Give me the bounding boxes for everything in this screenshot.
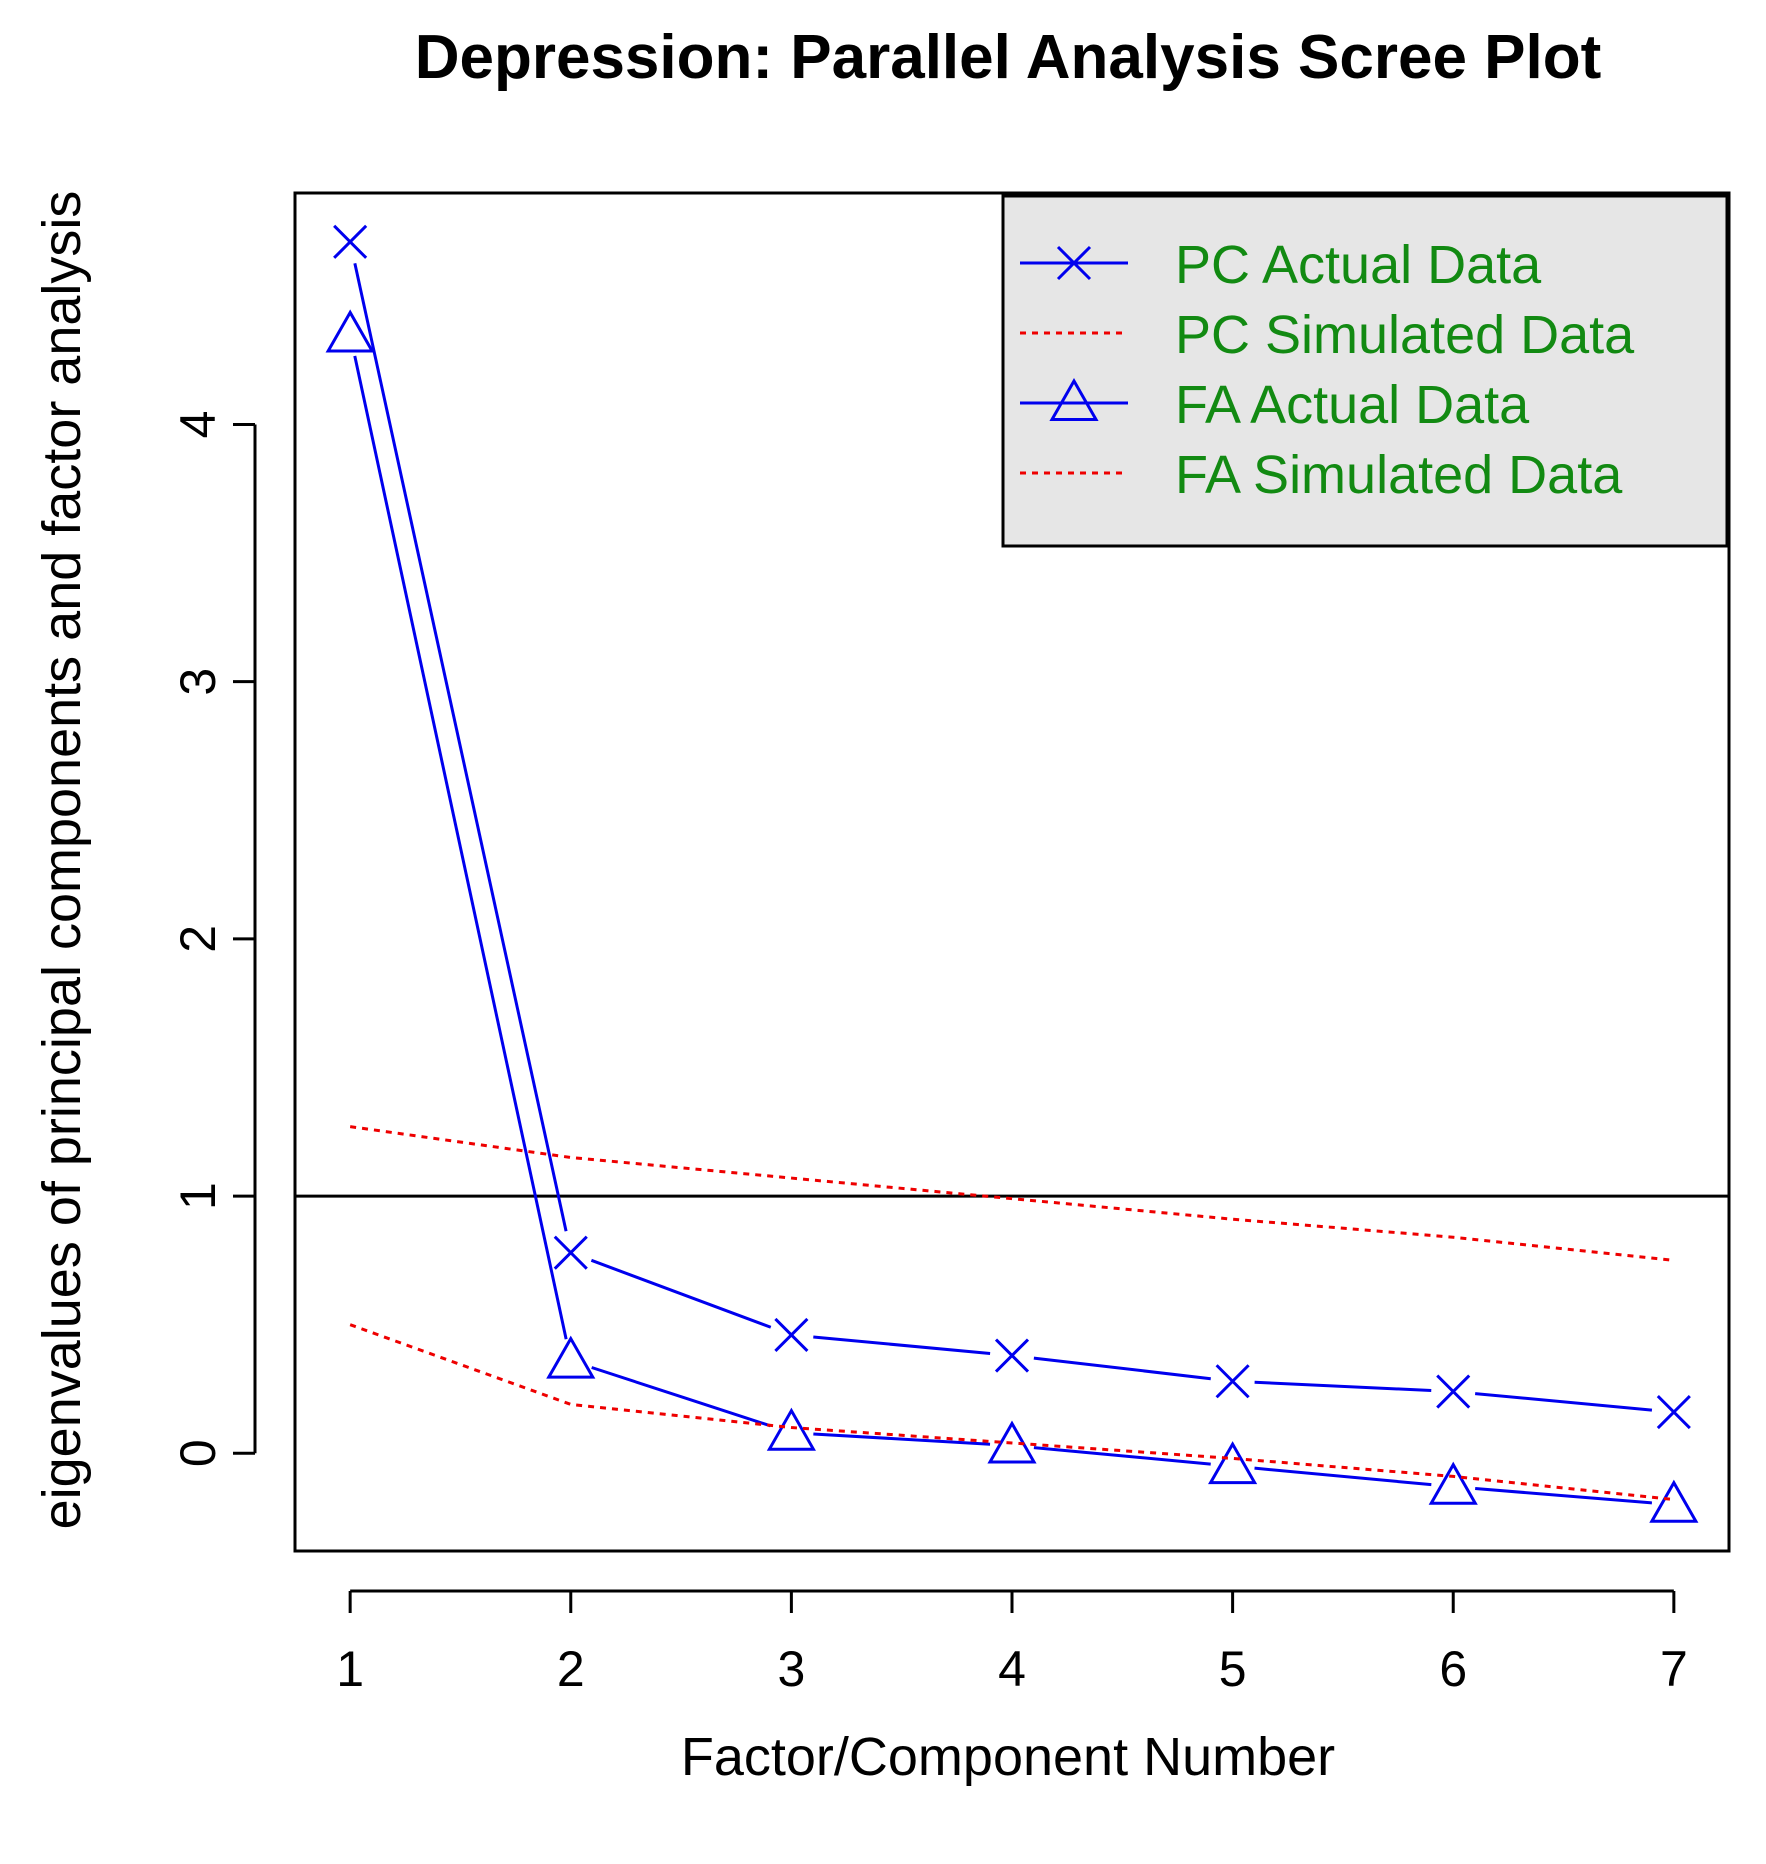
plot-area	[295, 224, 1729, 1523]
series-line-segment	[590, 1258, 772, 1329]
data-point	[1428, 1461, 1478, 1505]
data-point	[546, 1335, 596, 1379]
data-point	[1656, 1395, 1691, 1430]
legend-marker	[1049, 377, 1099, 421]
series-line-segment	[1033, 1446, 1211, 1466]
data-point	[994, 1338, 1030, 1373]
x-tick-label: 1	[336, 1641, 364, 1697]
data-point	[325, 309, 375, 353]
series-fa-actual-data	[325, 309, 1699, 1523]
series-line-segment	[1254, 1380, 1432, 1393]
legend-label: PC Actual Data	[1175, 235, 1542, 295]
series-line-segment	[591, 1366, 771, 1428]
legend: PC Actual Data PC Simulated Data FA Actua…	[1001, 194, 1729, 548]
legend-label: FA Actual Data	[1175, 375, 1530, 435]
series-line-segment	[1254, 1466, 1432, 1487]
series-line	[349, 1323, 1675, 1502]
series-line	[349, 1125, 1675, 1262]
data-point	[766, 1407, 816, 1451]
legend-label: PC Simulated Data	[1175, 305, 1635, 365]
x-axis-label: Factor/Component Number	[681, 1727, 1335, 1787]
data-point	[1436, 1374, 1471, 1409]
data-point	[1649, 1479, 1699, 1523]
x-tick-label: 2	[557, 1641, 585, 1697]
x-tick-label: 3	[777, 1641, 805, 1697]
x-tick-label: 6	[1439, 1641, 1467, 1697]
series-pc-simulated-data	[349, 1125, 1675, 1262]
y-axis-label: eigenvalues of principal components and …	[32, 191, 92, 1530]
x-tick-label: 7	[1660, 1641, 1688, 1697]
series-line-segment	[1033, 1356, 1211, 1381]
data-point	[1208, 1441, 1258, 1485]
series-fa-simulated-data	[349, 1323, 1675, 1502]
plot-frame	[293, 191, 1731, 1553]
data-point	[553, 1235, 588, 1270]
legend-label: FA Simulated Data	[1175, 445, 1623, 505]
series-line-segment	[353, 355, 568, 1340]
y-tick-label: 3	[170, 668, 226, 696]
data-point	[774, 1317, 809, 1353]
y-tick-label: 4	[170, 411, 226, 439]
legend-box	[1001, 194, 1729, 548]
series-pc-actual-data	[333, 224, 1691, 1430]
y-tick-label: 0	[170, 1439, 226, 1467]
series-line-segment	[813, 1432, 991, 1446]
data-point	[333, 224, 368, 259]
series-line-segment	[353, 263, 568, 1232]
legend-marker	[1056, 245, 1092, 281]
series-line-segment	[813, 1335, 991, 1355]
y-tick-label: 2	[170, 925, 226, 953]
x-tick-label: 4	[998, 1641, 1026, 1697]
series-line-segment	[1474, 1392, 1653, 1412]
data-point	[1215, 1364, 1250, 1399]
chart-title: Depression: Parallel Analysis Scree Plot	[415, 23, 1602, 92]
x-tick-label: 5	[1219, 1641, 1247, 1697]
y-tick-label: 1	[170, 1182, 226, 1210]
series-line-segment	[1475, 1486, 1653, 1505]
